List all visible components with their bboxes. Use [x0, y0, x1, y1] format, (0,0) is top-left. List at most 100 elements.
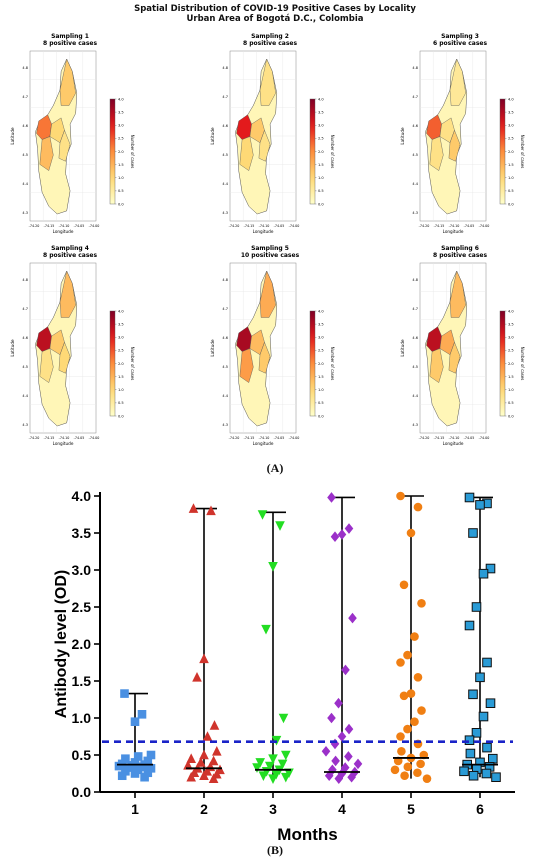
colorbar-tick: 0.5: [508, 401, 514, 405]
map-locality: [259, 58, 276, 106]
map-x-tick: -74.05: [274, 436, 285, 440]
data-point: [464, 620, 475, 631]
series-month-3: [252, 510, 294, 784]
map-y-tick: 4.7: [412, 95, 418, 99]
map-x-tick: -74.05: [74, 436, 85, 440]
data-point: [344, 723, 354, 735]
map-y-tick: 4.8: [412, 278, 418, 282]
map-y-tick: 4.5: [412, 365, 418, 369]
map-y-tick: 4.7: [222, 95, 228, 99]
map-y-tick: 4.8: [222, 278, 228, 282]
map-x-tick: -74.15: [434, 224, 445, 228]
colorbar-tick: 1.5: [118, 163, 124, 167]
map-y-tick: 4.8: [22, 278, 28, 282]
colorbar-tick: 3.0: [508, 124, 514, 128]
map-x-tick: -74.10: [449, 224, 460, 228]
map-y-tick: 4.8: [22, 66, 28, 70]
data-point: [275, 521, 285, 531]
map-subtitle: 10 positive cases: [241, 252, 300, 259]
map-panel-1: Sampling 18 positive cases 4.8 4.7 4.6 4.5 4.…: [10, 33, 135, 234]
map-y-tick: 4.6: [222, 336, 228, 340]
data-point: [468, 770, 479, 781]
map-xlabel: Longitude: [53, 229, 74, 234]
map-subtitle: 8 positive cases: [43, 252, 98, 259]
data-point: [471, 602, 482, 612]
colorbar: [109, 310, 116, 417]
data-point: [202, 731, 213, 741]
map-y-tick: 4.7: [22, 307, 28, 311]
data-point: [344, 751, 353, 762]
data-point: [410, 632, 419, 641]
data-point: [146, 764, 156, 773]
data-point: [406, 528, 416, 538]
y-axis-label: Antibody level (OD): [53, 570, 70, 718]
colorbar-tick: 0.5: [318, 189, 324, 193]
map-locality: [449, 58, 466, 106]
map-x-tick: -74.00: [289, 224, 300, 228]
colorbar-tick: 1.5: [318, 375, 324, 379]
colorbar-tick: 4.0: [118, 97, 124, 101]
map-x-tick: -74.15: [44, 436, 55, 440]
map-x-tick: -74.05: [74, 224, 85, 228]
colorbar-tick: 1.5: [118, 375, 124, 379]
colorbar-tick: 0.5: [118, 401, 124, 405]
map-y-tick: 4.5: [222, 365, 228, 369]
y-tick-label: 1.0: [72, 710, 92, 726]
map-x-tick: -74.00: [479, 224, 490, 228]
map-x-tick: -74.15: [434, 436, 445, 440]
y-tick-label: 4.0: [72, 488, 92, 504]
data-point: [334, 773, 344, 784]
data-point: [199, 653, 209, 664]
data-point: [413, 768, 422, 778]
data-point: [337, 731, 347, 742]
data-point: [255, 758, 265, 768]
data-point: [464, 735, 475, 745]
colorbar-tick: 4.0: [508, 97, 514, 101]
data-point: [261, 624, 271, 635]
map-locality: [429, 348, 444, 383]
data-point: [130, 717, 140, 726]
data-point: [485, 563, 496, 574]
data-point: [258, 771, 269, 782]
map-y-tick: 4.4: [412, 394, 418, 398]
data-point: [341, 664, 350, 676]
colorbar-tick: 0.5: [118, 189, 124, 193]
colorbar-tick: 3.0: [118, 336, 124, 340]
map-y-tick: 4.5: [222, 153, 228, 157]
colorbar-tick: 3.5: [318, 110, 324, 114]
map-y-tick: 4.5: [22, 153, 28, 157]
map-x-tick: -74.20: [229, 436, 240, 440]
map-locality: [59, 270, 76, 318]
antibody-scatter-chart: 0.0 0.5 1.0 1.5 2.0 2.5 3.0 3.5 4.0 1 2 3 4 5 6 Months A…: [53, 488, 515, 844]
data-point: [348, 612, 357, 624]
data-point: [485, 698, 496, 708]
map-x-tick: -74.10: [259, 436, 270, 440]
map-locality: [239, 136, 254, 171]
data-point: [265, 761, 275, 772]
data-point: [488, 753, 498, 764]
colorbar-tick: 4.0: [118, 309, 124, 313]
data-point: [422, 774, 432, 783]
data-point: [327, 492, 336, 503]
data-point: [281, 772, 291, 783]
map-title: Sampling 1: [51, 33, 89, 40]
map-x-tick: -74.15: [244, 436, 255, 440]
data-point: [257, 510, 268, 520]
colorbar: [309, 98, 316, 205]
map-x-tick: -74.00: [289, 436, 300, 440]
data-point: [192, 672, 202, 682]
data-point: [208, 755, 219, 766]
colorbar-tick: 0.0: [508, 414, 514, 418]
data-point: [482, 742, 492, 753]
map-locality: [429, 136, 444, 171]
data-point: [353, 758, 363, 770]
map-x-tick: -74.20: [229, 224, 240, 228]
map-xlabel: Longitude: [443, 229, 464, 234]
series-month-1: [114, 689, 156, 782]
map-title: Sampling 5: [251, 245, 289, 252]
map-x-tick: -74.15: [44, 224, 55, 228]
y-tick-label: 3.0: [72, 562, 92, 578]
data-point: [475, 672, 485, 683]
map-y-tick: 4.6: [412, 336, 418, 340]
x-tick-label: 3: [269, 801, 277, 817]
